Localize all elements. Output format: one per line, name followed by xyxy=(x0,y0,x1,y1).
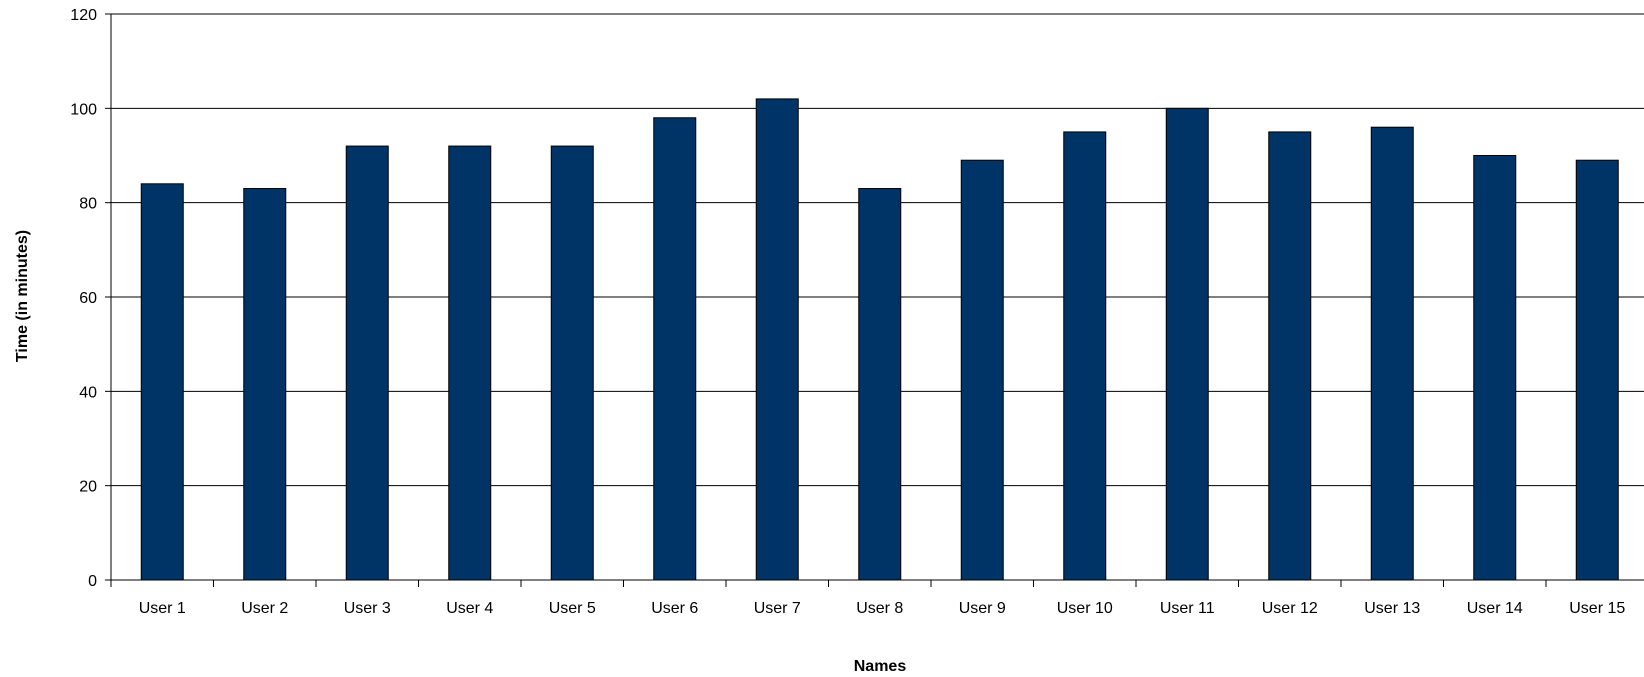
x-tick-label: User 7 xyxy=(754,600,801,617)
x-tick-labels: User 1 User 2 User 3 User 4 User 5 User 6 User… xyxy=(139,600,1626,617)
x-tick-label: User 13 xyxy=(1364,600,1420,617)
x-tick-label: User 2 xyxy=(241,600,288,617)
x-tick-label: User 10 xyxy=(1057,600,1113,617)
bar xyxy=(653,117,697,581)
bar xyxy=(1575,159,1619,581)
bar xyxy=(345,145,389,581)
x-tick-label: User 8 xyxy=(856,600,903,617)
x-tick-label: User 5 xyxy=(549,600,596,617)
y-tick-label: 60 xyxy=(79,290,97,307)
y-tick-labels: 0 20 40 60 80 100 120 xyxy=(70,7,97,590)
y-axis-title: Time (in minutes) xyxy=(14,230,31,362)
bar xyxy=(1165,107,1209,581)
bar xyxy=(1063,131,1107,581)
bar xyxy=(960,159,1004,581)
bar xyxy=(550,145,594,581)
bar xyxy=(858,188,902,581)
x-axis-title: Names xyxy=(854,658,907,675)
bar xyxy=(1370,126,1414,581)
y-tick-label: 20 xyxy=(79,479,97,496)
y-tick-label: 80 xyxy=(79,196,97,213)
x-tick-label: User 14 xyxy=(1467,600,1523,617)
x-tick-label: User 1 xyxy=(139,600,186,617)
bar xyxy=(1473,155,1517,581)
bar xyxy=(243,188,287,581)
x-tick-label: User 3 xyxy=(344,600,391,617)
x-tick-label: User 12 xyxy=(1262,600,1318,617)
x-tick-label: User 11 xyxy=(1160,600,1215,617)
bar xyxy=(755,98,799,581)
x-tick-label: User 4 xyxy=(446,600,493,617)
x-tick-label: User 15 xyxy=(1569,600,1625,617)
axes xyxy=(105,13,1644,587)
y-tick-label: 40 xyxy=(79,384,97,401)
y-tick-label: 100 xyxy=(70,101,97,118)
x-tick-label: User 6 xyxy=(651,600,698,617)
y-tick-label: 0 xyxy=(88,573,97,590)
y-tick-label: 120 xyxy=(70,7,97,24)
bar xyxy=(448,145,492,581)
bars xyxy=(140,98,1619,581)
x-tick-label: User 9 xyxy=(959,600,1006,617)
bar xyxy=(140,183,184,581)
bar xyxy=(1268,131,1312,581)
